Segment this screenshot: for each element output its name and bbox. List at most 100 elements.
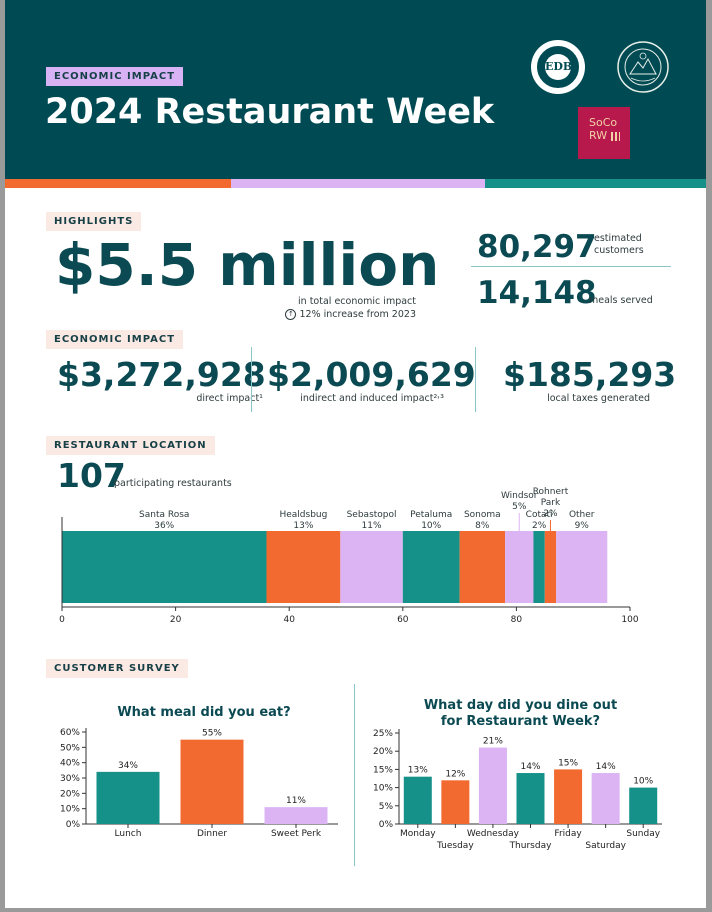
- y-tick-label: 50%: [60, 743, 80, 753]
- divider-2: [475, 347, 476, 412]
- bar-dinner: [180, 739, 244, 824]
- x-tick-label: Wednesday: [467, 829, 520, 839]
- indirect-impact-label: indirect and induced impact²˒³: [300, 393, 444, 404]
- edb-logo-text: EDB: [545, 54, 572, 80]
- increase-row: ↑ 12% increase from 2023: [285, 309, 416, 320]
- y-tick-label: 0%: [379, 820, 394, 830]
- soco-rw-logo: SoCo RW: [578, 107, 630, 159]
- increase-text: 12% increase from 2023: [299, 309, 416, 320]
- chart-title: What day did you dine out: [424, 698, 617, 713]
- total-impact-value: $5.5 million: [55, 231, 440, 299]
- direct-impact-label: direct impact¹: [196, 393, 263, 404]
- location-x-tick-label: 60: [397, 615, 409, 625]
- y-tick-label: 10%: [60, 805, 80, 815]
- meals-label: meals served: [589, 295, 653, 306]
- location-value-label-3: 10%: [421, 521, 441, 531]
- bar-saturday: [591, 773, 620, 824]
- location-label-4: Sonoma: [464, 510, 501, 520]
- location-bar-0: [62, 531, 267, 603]
- meals-value: 14,148: [477, 275, 597, 311]
- bar-value-label: 12%: [445, 769, 465, 779]
- bar-sunday: [629, 787, 658, 824]
- y-tick-label: 30%: [60, 774, 80, 784]
- location-bar-4: [459, 531, 506, 603]
- y-tick-label: 15%: [373, 765, 393, 775]
- bar-tuesday: [441, 780, 470, 824]
- location-value-label-6: 2%: [532, 521, 547, 531]
- location-x-tick-label: 0: [59, 615, 65, 625]
- bar-value-label: 14%: [596, 762, 616, 772]
- bar-wednesday: [478, 747, 507, 824]
- location-x-tick-label: 20: [170, 615, 182, 625]
- location-label-6: Cotati: [526, 510, 553, 520]
- customers-value: 80,297: [477, 229, 597, 265]
- location-label-8: Other: [569, 510, 595, 520]
- indirect-impact-value: $2,009,629: [267, 355, 476, 394]
- x-tick-label: Sweet Perk: [271, 829, 322, 839]
- y-tick-label: 25%: [373, 729, 393, 739]
- location-bar-2: [340, 531, 403, 603]
- restaurant-count-label: participating restaurants: [114, 478, 232, 489]
- total-impact-caption: in total economic impact: [298, 296, 416, 307]
- location-value-label-5: 5%: [512, 502, 527, 512]
- header-tag: ECONOMIC IMPACT: [46, 67, 184, 86]
- x-tick-label: Sunday: [626, 829, 660, 839]
- location-bar-3: [402, 531, 460, 603]
- header-banner: ECONOMIC IMPACT 2024 Restaurant Week EDB…: [5, 0, 706, 179]
- location-value-label-0: 36%: [154, 521, 174, 531]
- x-tick-label: Dinner: [197, 829, 227, 839]
- location-x-tick-label: 100: [621, 615, 638, 625]
- local-taxes-label: local taxes generated: [547, 393, 650, 404]
- location-value-label-8: 9%: [575, 521, 590, 531]
- x-tick-label: Lunch: [115, 829, 142, 839]
- chart-title: What meal did you eat?: [117, 705, 290, 720]
- customers-label-1: estimated: [594, 233, 642, 244]
- y-tick-label: 10%: [373, 784, 393, 794]
- location-value-label-1: 13%: [293, 521, 313, 531]
- chart-title: for Restaurant Week?: [441, 714, 600, 729]
- restaurant-count-value: 107: [57, 456, 126, 495]
- location-label-3: Petaluma: [410, 510, 452, 520]
- location-x-tick-label: 40: [283, 615, 295, 625]
- y-tick-label: 60%: [60, 728, 80, 738]
- meal-chart: What meal did you eat? 0% 10% 20% 30% 40% 50% 6…: [60, 705, 338, 839]
- bar-thursday: [516, 773, 545, 824]
- bar-value-label: 34%: [118, 761, 138, 771]
- page-title: 2024 Restaurant Week: [45, 92, 495, 132]
- location-label-0: Santa Rosa: [139, 510, 189, 520]
- stripe-orange: [5, 179, 231, 188]
- x-tick-label: Saturday: [585, 841, 626, 851]
- fork-icon: [611, 132, 620, 141]
- infographic-page: ECONOMIC IMPACT 2024 Restaurant Week EDB…: [5, 0, 706, 908]
- local-taxes-value: $185,293: [503, 355, 677, 394]
- survey-divider: [354, 684, 355, 866]
- bar-value-label: 55%: [202, 729, 222, 739]
- divider-1: [251, 347, 252, 412]
- location-bar-1: [266, 531, 341, 603]
- bar-value-label: 14%: [520, 762, 540, 772]
- customers-label-2: customers: [594, 245, 644, 256]
- location-bar-8: [556, 531, 608, 603]
- county-seal-logo: [617, 41, 669, 93]
- bar-lunch: [96, 771, 160, 824]
- bar-value-label: 13%: [408, 766, 428, 776]
- location-label-1: Healdsbug: [279, 510, 327, 520]
- location-bar-7: [544, 531, 557, 603]
- soco-rw-logo-line2: RW: [589, 129, 608, 142]
- y-tick-label: 20%: [60, 789, 80, 799]
- stripe-lavender: [231, 179, 485, 188]
- location-value-label-2: 11%: [362, 521, 382, 531]
- restaurant-location-tag: RESTAURANT LOCATION: [46, 436, 215, 455]
- bar-value-label: 15%: [558, 758, 578, 768]
- direct-impact-value: $3,272,928: [57, 355, 266, 394]
- y-tick-label: 5%: [379, 802, 394, 812]
- stripe-teal: [485, 179, 706, 188]
- y-tick-label: 20%: [373, 747, 393, 757]
- location-x-tick-label: 80: [511, 615, 523, 625]
- location-label-5: Windsor: [501, 491, 538, 501]
- highlights-divider: [471, 266, 671, 267]
- bar-monday: [403, 776, 432, 824]
- bar-value-label: 10%: [633, 777, 653, 787]
